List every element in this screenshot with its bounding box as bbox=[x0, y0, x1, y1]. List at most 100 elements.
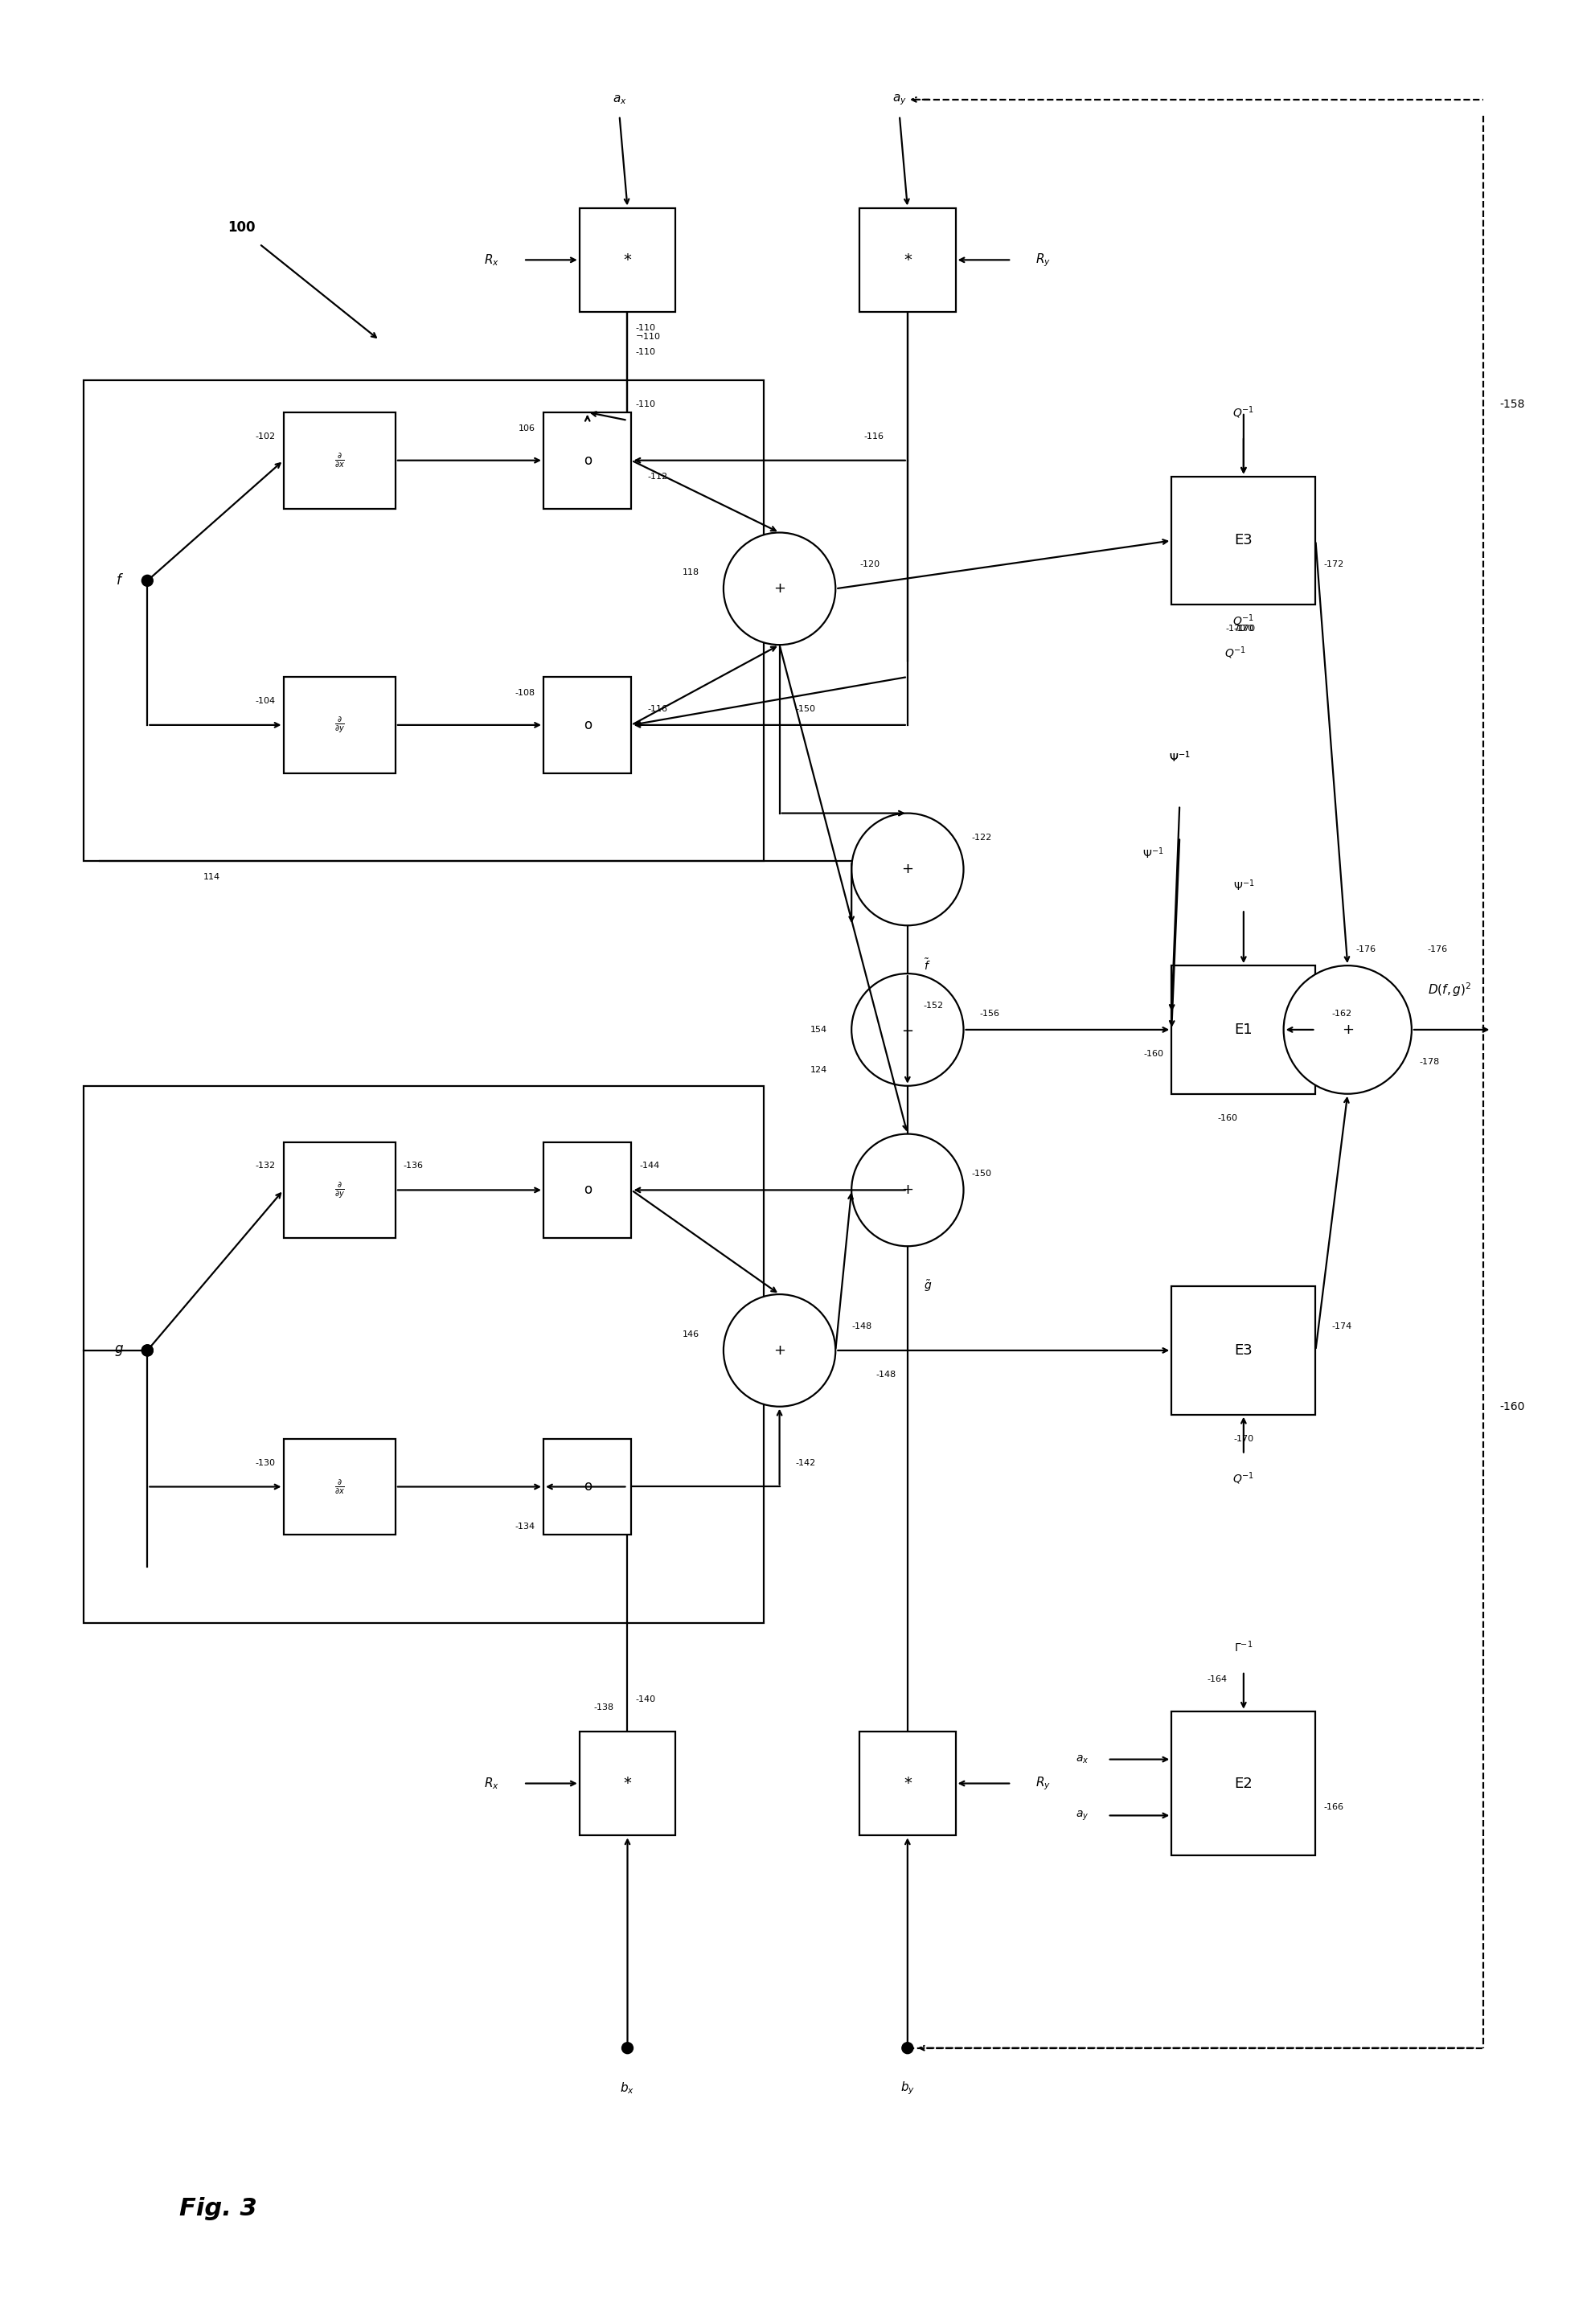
Text: -102: -102 bbox=[255, 432, 275, 439]
Text: $\tilde{f}$: $\tilde{f}$ bbox=[923, 957, 931, 974]
Text: -148: -148 bbox=[851, 1322, 872, 1329]
Text: $Q^{-1}$: $Q^{-1}$ bbox=[1233, 614, 1255, 627]
Text: +: + bbox=[1341, 1023, 1354, 1037]
Text: 114: 114 bbox=[204, 874, 221, 881]
Text: -160: -160 bbox=[1144, 1050, 1163, 1057]
Circle shape bbox=[142, 1346, 153, 1355]
Bar bbox=[83, 381, 764, 862]
Text: -170: -170 bbox=[1225, 625, 1246, 632]
Text: 100: 100 bbox=[228, 221, 255, 235]
Text: -178: -178 bbox=[1419, 1057, 1440, 1067]
Circle shape bbox=[851, 974, 964, 1085]
Text: $R_y$: $R_y$ bbox=[1036, 1776, 1050, 1792]
Text: -144: -144 bbox=[640, 1162, 660, 1169]
Text: -116: -116 bbox=[864, 432, 883, 439]
Circle shape bbox=[142, 574, 153, 586]
Circle shape bbox=[1284, 964, 1411, 1095]
Bar bbox=[83, 1085, 764, 1622]
Bar bbox=[544, 1439, 632, 1534]
Text: $\Psi^{-1}$: $\Psi^{-1}$ bbox=[1169, 751, 1190, 765]
Text: o: o bbox=[584, 718, 592, 732]
Bar bbox=[859, 1731, 956, 1836]
Text: -170: -170 bbox=[1233, 1434, 1254, 1443]
Text: -132: -132 bbox=[255, 1162, 275, 1169]
Text: $\frac{\partial}{\partial y}$: $\frac{\partial}{\partial y}$ bbox=[334, 716, 345, 734]
Text: E3: E3 bbox=[1235, 532, 1252, 548]
Text: o: o bbox=[584, 1183, 592, 1197]
Text: $b_y$: $b_y$ bbox=[901, 2080, 915, 2096]
Text: $\frac{\partial}{\partial x}$: $\frac{\partial}{\partial x}$ bbox=[334, 451, 345, 469]
Text: 154: 154 bbox=[810, 1025, 827, 1034]
Text: +: + bbox=[902, 1183, 913, 1197]
Text: -176: -176 bbox=[1427, 946, 1448, 953]
Text: -112: -112 bbox=[648, 472, 668, 481]
Text: -162: -162 bbox=[1332, 1009, 1352, 1018]
Bar bbox=[544, 411, 632, 509]
Bar bbox=[1171, 476, 1316, 604]
Text: $D(f,g)^2$: $D(f,g)^2$ bbox=[1427, 981, 1472, 999]
Text: o: o bbox=[584, 1480, 592, 1494]
Text: -110: -110 bbox=[635, 323, 655, 332]
Circle shape bbox=[724, 1294, 835, 1406]
Bar bbox=[544, 1141, 632, 1239]
Text: Fig. 3: Fig. 3 bbox=[180, 2196, 258, 2219]
Bar bbox=[1171, 1285, 1316, 1415]
Text: -110: -110 bbox=[635, 400, 655, 409]
Text: -152: -152 bbox=[923, 1002, 943, 1009]
Text: -136: -136 bbox=[404, 1162, 423, 1169]
Text: $-$: $-$ bbox=[902, 1023, 913, 1037]
Text: -138: -138 bbox=[593, 1703, 614, 1710]
Circle shape bbox=[142, 1346, 153, 1355]
Text: 124: 124 bbox=[810, 1067, 827, 1074]
Bar bbox=[283, 1439, 396, 1534]
Text: 146: 146 bbox=[683, 1329, 700, 1339]
Text: -108: -108 bbox=[515, 688, 536, 697]
Text: *: * bbox=[624, 1776, 632, 1792]
Text: -176: -176 bbox=[1356, 946, 1376, 953]
Text: 118: 118 bbox=[683, 569, 700, 576]
Text: $a_y$: $a_y$ bbox=[1076, 1808, 1088, 1822]
Text: 106: 106 bbox=[519, 425, 536, 432]
Text: $R_x$: $R_x$ bbox=[484, 253, 500, 267]
Circle shape bbox=[851, 1134, 964, 1246]
Text: $\frac{\partial}{\partial x}$: $\frac{\partial}{\partial x}$ bbox=[334, 1478, 345, 1497]
Bar bbox=[283, 1141, 396, 1239]
Bar bbox=[859, 207, 956, 311]
Text: -158: -158 bbox=[1500, 400, 1524, 409]
Text: +: + bbox=[773, 1343, 786, 1357]
Text: $Q^{-1}$: $Q^{-1}$ bbox=[1233, 1471, 1255, 1487]
Bar bbox=[579, 1731, 676, 1836]
Text: $f$: $f$ bbox=[116, 574, 124, 588]
Text: $\tilde{g}$: $\tilde{g}$ bbox=[923, 1278, 932, 1294]
Text: $\Psi^{-1}$: $\Psi^{-1}$ bbox=[1169, 751, 1190, 765]
Text: $\frac{\partial}{\partial y}$: $\frac{\partial}{\partial y}$ bbox=[334, 1181, 345, 1199]
Text: -116: -116 bbox=[648, 704, 668, 713]
Text: $\Psi^{-1}$: $\Psi^{-1}$ bbox=[1233, 878, 1254, 892]
Text: -160: -160 bbox=[1500, 1401, 1524, 1413]
Text: $\neg$110: $\neg$110 bbox=[635, 332, 660, 342]
Text: $R_x$: $R_x$ bbox=[484, 1776, 500, 1792]
Text: -122: -122 bbox=[972, 834, 991, 841]
Text: $a_y$: $a_y$ bbox=[893, 93, 907, 107]
Text: $a_x$: $a_x$ bbox=[613, 93, 627, 107]
Text: $a_x$: $a_x$ bbox=[1076, 1755, 1088, 1766]
Circle shape bbox=[622, 2043, 633, 2054]
Text: *: * bbox=[624, 253, 632, 267]
Text: -150: -150 bbox=[972, 1169, 991, 1178]
Text: $\Gamma^{-1}$: $\Gamma^{-1}$ bbox=[1235, 1641, 1254, 1655]
Text: -148: -148 bbox=[875, 1371, 896, 1378]
Text: $Q^{-1}$: $Q^{-1}$ bbox=[1233, 404, 1255, 421]
Text: -174: -174 bbox=[1332, 1322, 1352, 1329]
Text: -166: -166 bbox=[1324, 1803, 1344, 1810]
Bar bbox=[283, 411, 396, 509]
Text: $g$: $g$ bbox=[115, 1343, 124, 1357]
Text: -170: -170 bbox=[1233, 625, 1254, 632]
Text: E3: E3 bbox=[1235, 1343, 1252, 1357]
Text: -134: -134 bbox=[515, 1522, 536, 1532]
Text: -130: -130 bbox=[255, 1459, 275, 1466]
Text: $\Psi^{-1}$: $\Psi^{-1}$ bbox=[1142, 846, 1163, 860]
Bar bbox=[283, 676, 396, 774]
Text: *: * bbox=[904, 253, 912, 267]
Text: E1: E1 bbox=[1235, 1023, 1252, 1037]
Text: E2: E2 bbox=[1235, 1776, 1252, 1792]
